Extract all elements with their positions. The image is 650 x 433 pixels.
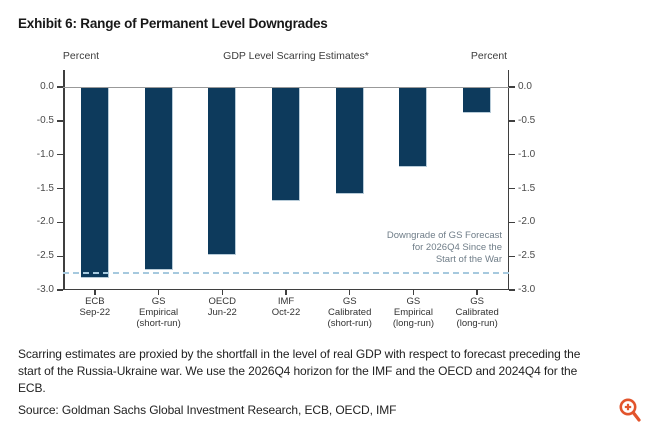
y-axis-label-right: -2.0	[518, 216, 536, 228]
chart-footnote: Scarring estimates are proxied by the sh…	[18, 347, 581, 395]
right-axis-unit-label: Percent	[470, 50, 508, 62]
y-axis-tick-right	[509, 255, 515, 257]
source-text: Source: Goldman Sachs Global Investment …	[18, 403, 397, 417]
x-axis-tick	[157, 290, 160, 295]
x-axis-tick	[221, 290, 223, 295]
reference-dashed-line	[63, 272, 509, 275]
x-axis-tick	[349, 290, 351, 295]
y-axis-label-right: 0.0	[518, 81, 532, 92]
x-axis-category-label: GS Empirical (short-run)	[136, 296, 181, 329]
y-axis-label-left: -1.0	[36, 148, 54, 160]
chart-title: GDP Level Scarring Estimates*	[223, 50, 369, 62]
y-axis-label-left: -3.0	[36, 284, 54, 296]
y-axis-label-left: -2.5	[36, 250, 54, 262]
y-axis-label-right: -1.0	[518, 148, 536, 160]
page-title: Exhibit 6: Range of Permanent Level Down…	[18, 16, 328, 31]
left-axis-line	[63, 70, 65, 290]
y-axis-tick-right	[509, 289, 515, 291]
y-axis-tick-left	[57, 255, 63, 257]
y-axis-tick-left	[57, 154, 63, 156]
x-axis-category-label: IMF Oct-22	[271, 296, 301, 318]
y-axis-tick-right	[509, 86, 515, 88]
plot-area: Downgrade of GS Forecast for 2026Q4 Sinc…	[37, 70, 535, 329]
y-axis-label-left: -1.5	[36, 182, 54, 194]
x-axis-category-label: OECD Jun-22	[207, 296, 237, 318]
y-axis-tick-right	[509, 221, 515, 224]
y-axis-tick-right	[509, 120, 515, 122]
y-axis-label-right: -1.5	[518, 182, 536, 194]
y-axis-label-left: -0.5	[36, 114, 54, 126]
zoom-in-button[interactable]	[618, 397, 642, 425]
bar	[208, 87, 237, 255]
y-axis-tick-left	[57, 120, 63, 122]
magnifier-plus-icon	[619, 398, 641, 422]
y-axis-tick-right	[509, 154, 515, 156]
x-axis-category-label: GS Calibrated (short-run)	[327, 296, 372, 329]
bar	[335, 87, 364, 194]
y-axis-label-right: -0.5	[518, 114, 536, 126]
right-axis-line	[507, 70, 509, 290]
y-axis-tick-left	[57, 187, 63, 190]
x-axis-category-label: GS Empirical (long-run)	[392, 296, 435, 329]
x-axis-tick	[94, 290, 96, 295]
y-axis-label-left: 0.0	[40, 81, 54, 92]
x-axis-tick	[476, 290, 478, 295]
bar	[399, 87, 428, 167]
bar	[272, 87, 300, 201]
left-axis-unit-label: Percent	[62, 50, 100, 62]
y-axis-tick-left	[57, 86, 63, 88]
y-axis-tick-left	[57, 289, 63, 291]
bar	[144, 87, 173, 270]
y-axis-tick-right	[509, 187, 515, 190]
y-axis-label-right: -2.5	[518, 250, 536, 262]
y-axis-label-right: -3.0	[518, 284, 536, 296]
bar	[463, 87, 492, 113]
zero-gridline	[63, 87, 509, 89]
y-axis-label-left: -2.0	[36, 216, 54, 228]
bottom-axis-line	[63, 288, 509, 290]
reference-line-annotation: Downgrade of GS Forecast for 2026Q4 Sinc…	[386, 230, 502, 265]
y-axis-tick-left	[57, 221, 63, 224]
x-axis-tick	[285, 290, 287, 295]
x-axis-category-label: ECB Sep-22	[79, 296, 111, 318]
bar	[80, 87, 109, 278]
x-axis-category-label: GS Calibrated (long-run)	[455, 296, 499, 329]
x-axis-tick	[412, 290, 415, 295]
